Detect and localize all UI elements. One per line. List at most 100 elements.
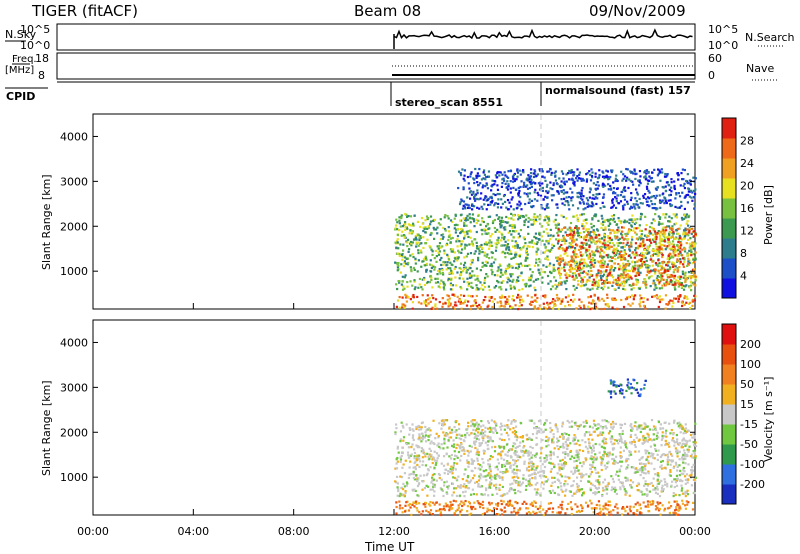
echo-cell (594, 493, 597, 496)
echo-cell (439, 246, 442, 249)
echo-cell (558, 263, 561, 266)
echo-cell (654, 242, 658, 245)
echo-cell (668, 282, 671, 286)
echo-cell (564, 480, 567, 483)
echo-cell (617, 286, 620, 290)
echo-cell (489, 235, 492, 238)
echo-cell (428, 297, 431, 300)
echo-cell (510, 420, 513, 423)
echo-cell (420, 242, 423, 245)
echo-cell (672, 440, 676, 443)
echo-cell (683, 168, 686, 172)
echo-cell (618, 438, 621, 441)
echo-cell (565, 248, 568, 251)
echo-cell (625, 234, 628, 238)
echo-cell (532, 181, 535, 184)
echo-cell (684, 216, 687, 219)
echo-cell (564, 296, 568, 299)
echo-cell (480, 465, 483, 468)
echo-cell (575, 276, 578, 279)
echo-cell (421, 432, 424, 435)
echo-cell (439, 272, 442, 275)
echo-cell (586, 273, 589, 276)
echo-cell (577, 207, 580, 210)
echo-cell (631, 294, 634, 297)
echo-cell (504, 267, 508, 271)
echo-cell (684, 229, 688, 232)
echo-cell (459, 294, 463, 297)
echo-cell (424, 264, 427, 267)
echo-cell (616, 280, 619, 284)
echo-cell (638, 184, 641, 187)
echo-cell (402, 303, 405, 306)
echo-cell (662, 260, 665, 263)
echo-cell (669, 193, 672, 196)
echo-cell (558, 257, 562, 260)
echo-cell (583, 225, 586, 228)
echo-cell (512, 463, 515, 466)
echo-cell (622, 271, 625, 274)
echo-cell (481, 457, 484, 461)
echo-cell (563, 203, 566, 207)
echo-cell (687, 234, 690, 237)
echo-cell (658, 279, 661, 282)
echo-cell (666, 282, 669, 285)
echo-cell (673, 277, 676, 280)
echo-cell (688, 439, 691, 442)
echo-cell (606, 272, 610, 275)
echo-cell (679, 244, 683, 247)
echo-cell (426, 472, 429, 475)
echo-cell (416, 457, 419, 460)
echo-cell (682, 184, 685, 188)
echo-cell (632, 203, 635, 206)
echo-cell (594, 453, 597, 456)
echo-cell (558, 271, 561, 274)
echo-cell (666, 455, 670, 459)
echo-cell (439, 238, 442, 241)
echo-cell (474, 423, 477, 426)
echo-cell (506, 450, 510, 454)
echo-cell (497, 236, 500, 239)
echo-cell (496, 176, 499, 179)
echo-cell (407, 295, 410, 298)
echo-cell (396, 241, 399, 244)
echo-cell (542, 270, 545, 274)
echo-cell (468, 243, 471, 246)
echo-cell (458, 266, 461, 270)
echo-cell (676, 465, 679, 469)
echo-cell (648, 204, 651, 207)
echo-cell (479, 468, 482, 471)
echo-cell (513, 452, 516, 455)
echo-cell (410, 270, 413, 273)
echo-cell (422, 229, 425, 233)
freq-right-tick-top: 60 (708, 52, 722, 65)
echo-cell (479, 485, 482, 488)
echo-cell (582, 461, 585, 464)
echo-cell (623, 219, 626, 222)
echo-cell (518, 169, 521, 172)
echo-cell (641, 251, 644, 255)
echo-cell (463, 280, 466, 283)
echo-cell (426, 227, 429, 230)
echo-cell (528, 285, 531, 288)
echo-cell (654, 473, 657, 476)
echo-cell (677, 300, 680, 303)
echo-cell (496, 192, 499, 196)
echo-cell (674, 265, 677, 268)
echo-cell (565, 488, 568, 491)
echo-cell (566, 228, 569, 231)
echo-cell (644, 178, 647, 181)
echo-cell (454, 276, 457, 279)
echo-cell (553, 276, 556, 279)
echo-cell (535, 451, 538, 455)
echo-cell (685, 213, 689, 216)
echo-cell (606, 175, 609, 179)
echo-cell (505, 175, 508, 178)
echo-cell (573, 460, 576, 463)
echo-cell (643, 422, 646, 425)
echo-cell (676, 276, 680, 279)
echo-cell (573, 288, 577, 291)
echo-cell (470, 285, 473, 288)
echo-cell (625, 467, 628, 470)
echo-cell (507, 217, 510, 220)
